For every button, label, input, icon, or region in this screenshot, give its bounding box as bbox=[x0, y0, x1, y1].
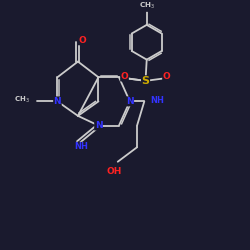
Text: NH: NH bbox=[74, 142, 88, 151]
Text: N: N bbox=[95, 121, 102, 130]
Text: O: O bbox=[121, 72, 128, 81]
Text: S: S bbox=[142, 76, 150, 86]
Text: CH$_3$: CH$_3$ bbox=[139, 1, 155, 12]
Text: CH$_3$: CH$_3$ bbox=[14, 95, 30, 105]
Text: O: O bbox=[163, 72, 170, 81]
Text: N: N bbox=[54, 97, 61, 106]
Text: NH: NH bbox=[150, 96, 164, 105]
Text: OH: OH bbox=[106, 166, 122, 175]
Text: N: N bbox=[126, 97, 134, 106]
Text: O: O bbox=[78, 36, 86, 45]
